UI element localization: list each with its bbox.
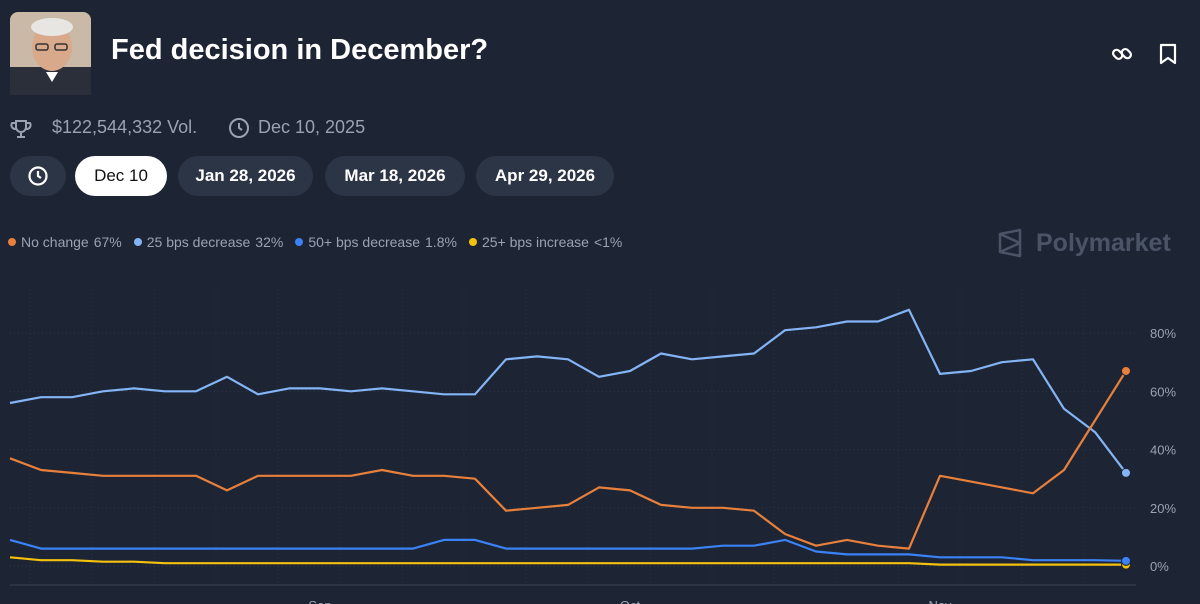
market-title: Fed decision in December? <box>111 34 489 66</box>
trophy-icon <box>10 120 32 138</box>
legend-value: 32% <box>255 234 284 250</box>
legend-label: 25 bps decrease <box>146 234 251 250</box>
legend-label: No change <box>21 234 89 250</box>
x-tick-label: Oct <box>620 598 641 604</box>
history-button[interactable] <box>10 156 66 196</box>
series-line <box>9 370 1127 550</box>
date-tab[interactable]: Mar 18, 2026 <box>325 156 465 196</box>
legend-dot <box>8 238 16 246</box>
end-marker <box>1121 365 1131 376</box>
y-tick-label: 20% <box>1150 501 1176 516</box>
legend: No change 67% 25 bps decrease 32% 50+ bps de… <box>8 234 622 250</box>
legend-dot <box>295 238 304 246</box>
avatar <box>10 12 91 95</box>
series-line <box>9 556 1126 566</box>
link-icon[interactable] <box>1110 42 1134 66</box>
y-tick-label: 60% <box>1150 384 1176 399</box>
legend-label: 50+ bps decrease <box>308 234 421 250</box>
y-tick-label: 80% <box>1150 326 1176 341</box>
legend-label: 25+ bps increase <box>481 234 589 250</box>
legend-dot <box>468 238 477 246</box>
volume: $122,544,332 Vol. <box>52 117 198 137</box>
date-tab[interactable]: Jan 28, 2026 <box>178 156 313 196</box>
legend-item: No change 67% <box>8 234 122 250</box>
polymarket-logo <box>998 228 1022 258</box>
end-date: Dec 10, 2025 <box>258 117 366 137</box>
date-tab[interactable]: Dec 10 <box>75 156 167 196</box>
legend-dot <box>133 238 142 246</box>
series-line <box>9 308 1127 474</box>
bookmark-icon[interactable] <box>1157 42 1179 66</box>
watermark: Polymarket <box>1036 229 1171 257</box>
end-marker <box>1121 555 1131 566</box>
clock-icon <box>229 118 249 138</box>
x-tick-label: Nov <box>928 598 952 604</box>
y-tick-label: 40% <box>1150 443 1176 458</box>
legend-value: 1.8% <box>425 234 457 250</box>
series-line <box>9 538 1127 562</box>
legend-item: 25+ bps increase <1% <box>468 234 623 250</box>
legend-item: 25 bps decrease 32% <box>133 234 284 250</box>
x-tick-label: Sep <box>308 598 331 604</box>
legend-item: 50+ bps decrease 1.8% <box>295 234 457 250</box>
legend-value: 67% <box>93 234 122 250</box>
end-marker <box>1121 467 1131 478</box>
legend-value: <1% <box>593 234 623 250</box>
history-icon <box>28 166 48 186</box>
y-tick-label: 0% <box>1150 559 1169 574</box>
date-tab[interactable]: Apr 29, 2026 <box>476 156 614 196</box>
